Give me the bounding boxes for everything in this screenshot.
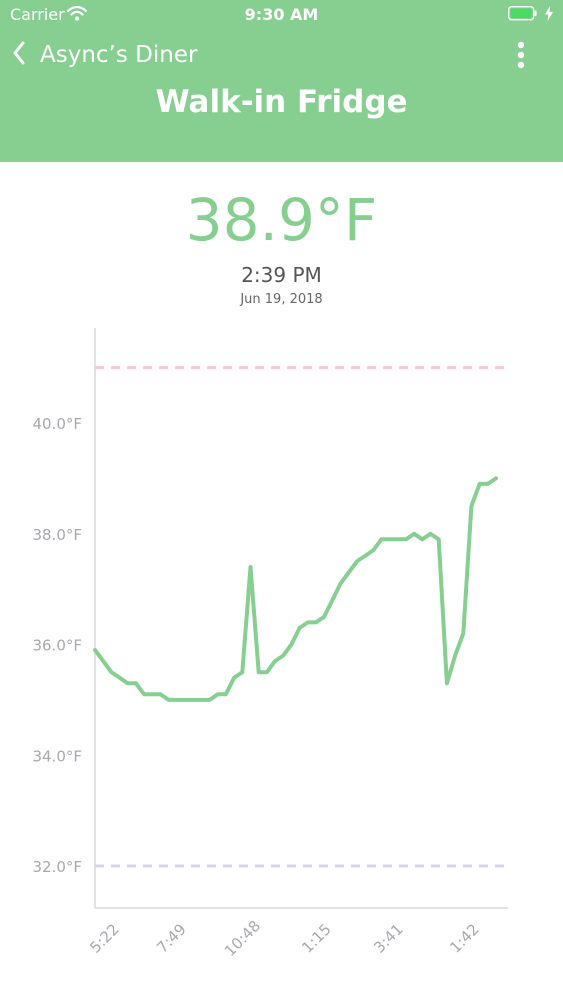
temperature-series-line (93, 476, 498, 702)
more-options-button[interactable] (510, 38, 532, 72)
navigation-bar: Async’s Diner (0, 32, 563, 78)
x-tick-label: 3:41 (370, 920, 407, 957)
status-bar: Carrier 9:30 AM (0, 0, 563, 30)
vertical-dots-icon (510, 41, 532, 76)
reading-date: Jun 19, 2018 (240, 292, 323, 307)
y-tick-label: 38.0°F (32, 526, 82, 544)
x-tick-label: 5:22 (86, 920, 123, 957)
reading-time: 2:39 PM (241, 263, 322, 287)
battery-icon (507, 5, 538, 21)
x-tick-label: 1:42 (446, 920, 483, 957)
y-tick-label: 40.0°F (32, 415, 82, 433)
carrier-label: Carrier (10, 5, 65, 24)
chevron-left-icon (12, 41, 26, 69)
page-title: Walk-in Fridge (155, 84, 408, 120)
back-button-label: Async’s Diner (40, 42, 198, 68)
y-tick-label: 36.0°F (32, 637, 82, 655)
wifi-icon (66, 5, 88, 25)
temperature-chart: 32.0°F 34.0°F 36.0°F 38.0°F 40.0°F 5:22 7:49 10… (32, 328, 508, 960)
status-time: 9:30 AM (244, 5, 319, 24)
y-tick-label: 34.0°F (32, 747, 82, 765)
app-header: Carrier 9:30 AM (0, 0, 563, 162)
y-tick-label: 32.0°F (32, 858, 82, 876)
x-tick-label: 10:48 (221, 917, 264, 960)
bolt-icon (544, 6, 554, 25)
back-button[interactable]: Async’s Diner (12, 38, 197, 72)
x-tick-label: 7:49 (153, 920, 190, 957)
current-temperature: 38.9°F (185, 186, 378, 254)
x-tick-label: 1:15 (298, 920, 335, 957)
